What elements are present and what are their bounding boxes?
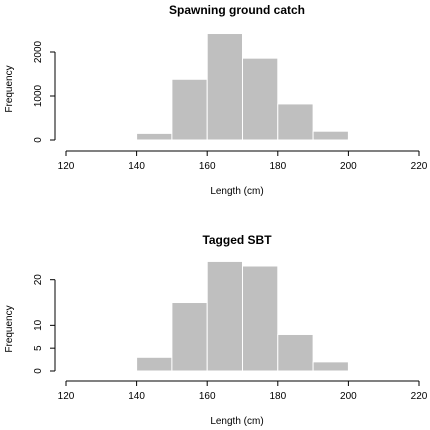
x-tick-label: 140	[128, 161, 145, 172]
histogram-bar	[136, 132, 173, 141]
histogram-bar	[277, 103, 314, 141]
x-axis: 120 140 160 180 200 220	[58, 150, 428, 172]
x-tick-label: 120	[58, 161, 75, 172]
histogram-bar	[277, 333, 314, 372]
y-tick-label: 0	[33, 368, 44, 374]
y-tick-label: 2000	[33, 40, 44, 63]
x-tick-label: 200	[340, 391, 357, 402]
y-axis-label: Frequency	[4, 305, 15, 352]
x-tick-label: 140	[128, 391, 145, 402]
y-axis: 0 5 10 20	[33, 274, 56, 374]
y-tick-label: 5	[33, 345, 44, 351]
x-tick-label: 200	[340, 161, 357, 172]
x-tick-label: 160	[199, 161, 216, 172]
histogram-bar	[206, 33, 243, 141]
x-tick-label: 180	[269, 391, 286, 402]
y-axis: 0 1000 2000	[33, 40, 56, 143]
x-tick-label: 160	[199, 391, 216, 402]
histogram-bar	[242, 265, 279, 372]
y-tick-label: 10	[33, 319, 44, 331]
x-axis-label: Length (cm)	[210, 186, 263, 197]
x-axis-label: Length (cm)	[210, 416, 263, 427]
histogram-spawning-ground-catch: Spawning ground catch 120 140 160 180 200 220…	[4, 3, 428, 197]
histogram-bar	[242, 57, 279, 141]
y-tick-label: 0	[33, 137, 44, 143]
chart-title: Spawning ground catch	[169, 3, 305, 17]
chart-title: Tagged SBT	[202, 233, 272, 247]
y-tick-label: 20	[33, 274, 44, 286]
histogram-bar	[136, 356, 173, 372]
x-tick-label: 220	[411, 161, 428, 172]
histogram-bar	[171, 78, 208, 141]
x-tick-label: 220	[411, 391, 428, 402]
bars	[136, 33, 385, 141]
histogram-tagged-sbt: Tagged SBT 120 140 160 180 200 220 0 5 10 20 Len…	[4, 233, 428, 427]
histogram-bar	[206, 260, 243, 372]
x-axis: 120 140 160 180 200 220	[58, 380, 428, 402]
histogram-bar	[312, 361, 349, 372]
histogram-bar	[347, 138, 385, 141]
y-axis-label: Frequency	[4, 65, 15, 112]
histogram-bar	[312, 130, 349, 141]
histogram-bar	[171, 302, 208, 372]
bars	[136, 260, 349, 372]
y-tick-label: 1000	[33, 84, 44, 107]
x-tick-label: 120	[58, 391, 75, 402]
x-tick-label: 180	[269, 161, 286, 172]
